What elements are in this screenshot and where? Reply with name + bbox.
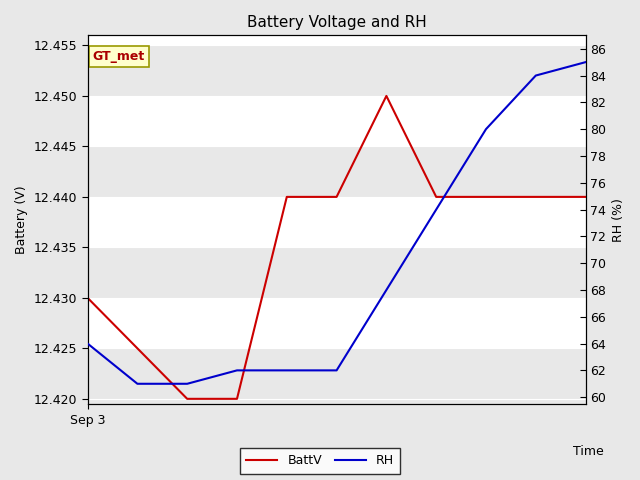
BattV [433,194,440,200]
BattV [134,346,141,351]
Y-axis label: RH (%): RH (%) [612,198,625,241]
RH [383,287,390,293]
RH [333,368,340,373]
Bar [88,146,586,197]
Line: BattV: BattV [88,96,586,399]
BattV [582,194,589,200]
Line: RH: RH [88,62,586,384]
Bar [88,96,586,146]
RH [283,368,291,373]
BattV [84,295,92,301]
RH [482,126,490,132]
BattV [482,194,490,200]
Bar [88,399,586,404]
RH [134,381,141,387]
RH [84,341,92,347]
Title: Battery Voltage and RH: Battery Voltage and RH [246,15,426,30]
RH [532,72,540,78]
Bar [88,247,586,298]
Bar [88,298,586,348]
BattV [333,194,340,200]
BattV [233,396,241,402]
Text: Time: Time [573,444,604,458]
Bar [88,36,586,46]
RH [582,59,589,65]
Bar [88,348,586,399]
Bar [88,46,586,96]
RH [433,207,440,213]
BattV [532,194,540,200]
Bar [88,197,586,247]
Legend: BattV, RH: BattV, RH [240,448,400,474]
BattV [383,93,390,99]
RH [233,368,241,373]
RH [183,381,191,387]
Text: GT_met: GT_met [93,50,145,63]
BattV [183,396,191,402]
BattV [283,194,291,200]
Y-axis label: Battery (V): Battery (V) [15,185,28,254]
